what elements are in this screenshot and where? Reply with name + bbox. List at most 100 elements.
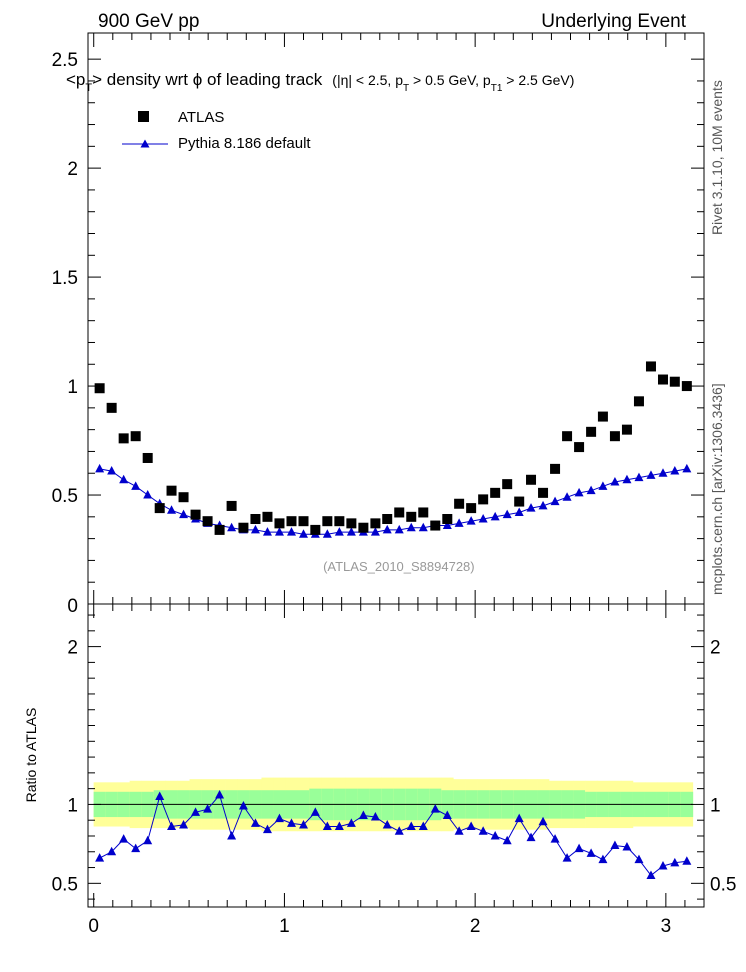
mc-point bbox=[119, 474, 129, 484]
ratio-ticks bbox=[88, 604, 704, 907]
mc-point bbox=[262, 527, 272, 536]
main-y-tick-label: 1.5 bbox=[52, 268, 78, 289]
data-point bbox=[502, 479, 513, 490]
main-y-tick-label: 1 bbox=[67, 377, 78, 398]
legend-data-label: ATLAS bbox=[178, 109, 224, 126]
ratio-panel: 0.5 0.5 1 1 2 2 0 1 2 3 Ratio to ATLAS bbox=[23, 603, 736, 937]
main-panel: 0.5 1 1.5 2 2.5 0 (ATLAS_2010_S8894728) bbox=[52, 32, 705, 617]
data-point bbox=[645, 361, 656, 372]
mc-point bbox=[670, 466, 680, 475]
ratio-mc-point bbox=[107, 846, 117, 856]
main-ticks bbox=[88, 33, 704, 604]
mc-point bbox=[131, 481, 141, 490]
mc-point bbox=[442, 520, 452, 530]
mc-point bbox=[346, 527, 356, 536]
ratio-y-tick-label-left: 2 bbox=[67, 638, 78, 659]
ratio-mc-point bbox=[610, 840, 620, 849]
data-point bbox=[526, 474, 537, 485]
data-point bbox=[478, 494, 489, 505]
ratio-mc-point bbox=[250, 818, 260, 827]
ratio-x-tick-label: 2 bbox=[470, 916, 481, 937]
ratio-y-tick-label-right: 2 bbox=[710, 638, 721, 659]
data-point bbox=[226, 500, 237, 511]
mc-point bbox=[514, 507, 524, 516]
data-point bbox=[657, 374, 668, 385]
main-y-tick-label: 2.5 bbox=[52, 50, 78, 71]
data-point bbox=[418, 507, 429, 518]
plot-title: <pT> density wrt ϕ of leading track (|η| … bbox=[66, 70, 574, 94]
data-point bbox=[490, 487, 501, 498]
data-point bbox=[118, 433, 129, 444]
data-point bbox=[514, 496, 525, 507]
data-point bbox=[406, 511, 417, 522]
mc-point bbox=[682, 463, 692, 473]
ratio-mc-point bbox=[358, 810, 368, 819]
ratio-mc-point bbox=[191, 807, 201, 816]
ratio-mc-point bbox=[598, 854, 608, 864]
mc-point bbox=[574, 487, 584, 497]
mc-point bbox=[406, 522, 416, 532]
data-point bbox=[394, 507, 405, 518]
ratio-mc-point bbox=[131, 843, 141, 853]
mc-point bbox=[322, 529, 332, 538]
ratio-mc-point bbox=[179, 819, 189, 829]
data-point bbox=[322, 516, 333, 527]
ratio-frame bbox=[87, 603, 705, 908]
ratio-mc-point bbox=[466, 821, 476, 831]
mc-point bbox=[454, 518, 464, 527]
ratio-mc-point bbox=[215, 789, 225, 799]
mc-point bbox=[95, 463, 105, 473]
ratio-mc-point bbox=[155, 791, 165, 801]
ratio-x-tick-labels: 0 1 2 3 bbox=[88, 916, 671, 937]
main-series bbox=[94, 361, 692, 538]
data-point bbox=[669, 376, 680, 387]
data-point bbox=[298, 516, 309, 527]
data-point bbox=[190, 509, 201, 520]
mc-point bbox=[250, 524, 260, 534]
data-point bbox=[214, 524, 225, 535]
data-point bbox=[286, 516, 297, 527]
data-point bbox=[597, 411, 608, 422]
mc-point bbox=[227, 522, 237, 532]
ratio-mc-point bbox=[682, 856, 692, 865]
ratio-mc-point bbox=[646, 870, 656, 879]
data-point bbox=[466, 503, 477, 514]
data-point bbox=[586, 426, 597, 437]
main-y-tick-label-zero: 0 bbox=[67, 596, 78, 617]
mc-point bbox=[598, 481, 608, 490]
mc-point bbox=[490, 511, 500, 521]
mc-point bbox=[562, 492, 572, 501]
ratio-mc-point bbox=[274, 813, 284, 823]
ratio-mc-point bbox=[299, 819, 309, 829]
data-point bbox=[274, 518, 285, 529]
ratio-mc-point bbox=[382, 819, 392, 829]
mc-point bbox=[382, 524, 392, 534]
ratio-mc-point bbox=[334, 821, 344, 831]
ratio-mc-point bbox=[322, 821, 332, 831]
ratio-mc-point bbox=[526, 832, 536, 842]
ratio-mc-point bbox=[586, 848, 596, 857]
mc-point bbox=[418, 522, 428, 532]
data-point bbox=[574, 442, 585, 453]
mc-point bbox=[167, 505, 177, 514]
ratio-series bbox=[95, 789, 692, 879]
ratio-mc-point bbox=[406, 821, 416, 831]
data-point bbox=[382, 514, 393, 525]
data-point bbox=[621, 424, 632, 435]
ratio-mc-point bbox=[550, 834, 560, 843]
mc-point bbox=[478, 514, 488, 523]
data-point bbox=[130, 431, 141, 442]
ratio-mc-point bbox=[394, 826, 404, 835]
ratio-mc-point bbox=[622, 842, 632, 851]
ratio-mc-point bbox=[478, 826, 488, 835]
mc-point bbox=[143, 490, 153, 499]
mc-point bbox=[394, 524, 404, 534]
mc-point bbox=[550, 496, 560, 506]
data-point bbox=[681, 381, 692, 392]
data-point bbox=[334, 516, 345, 527]
data-point bbox=[442, 514, 453, 525]
mc-point bbox=[286, 527, 296, 536]
data-point bbox=[94, 383, 105, 394]
ratio-mc-point bbox=[430, 804, 440, 813]
